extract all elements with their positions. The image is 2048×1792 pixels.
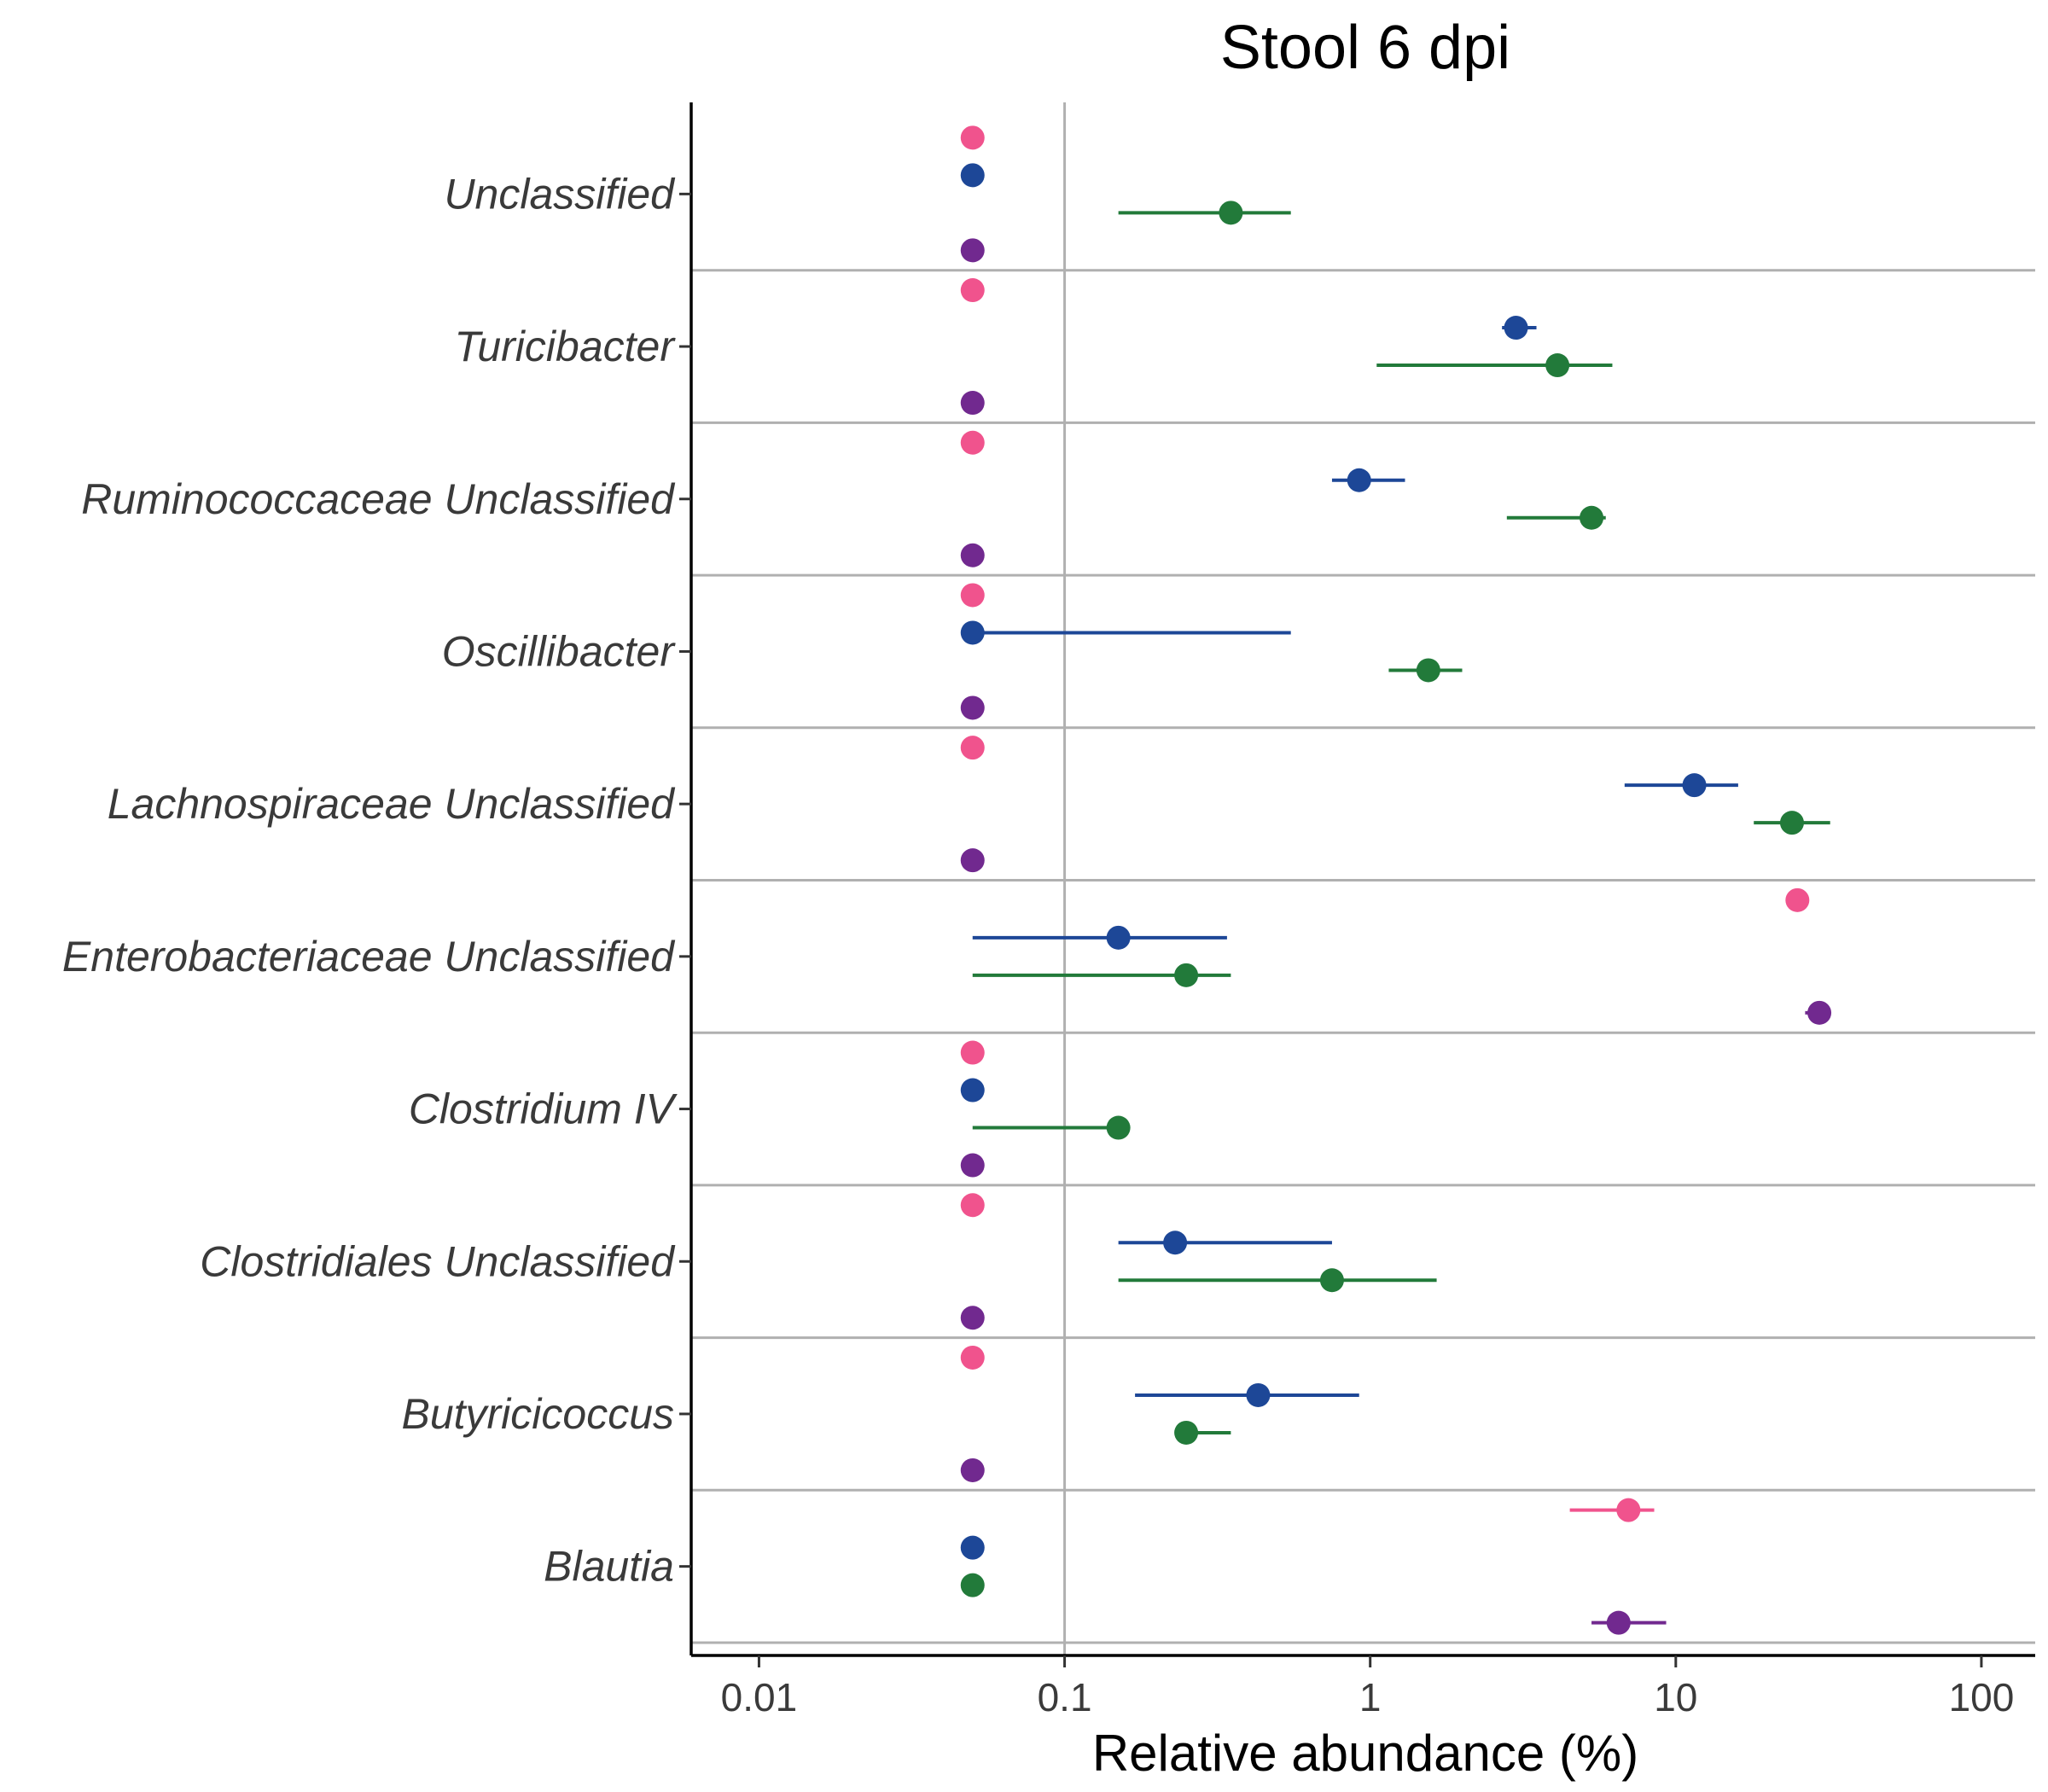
axes	[679, 102, 2035, 1667]
data-point	[1504, 316, 1528, 340]
y-tick-label: Enterobacteriaceae Unclassified	[62, 933, 676, 980]
data-point	[960, 1573, 985, 1597]
data-point	[1246, 1382, 1271, 1407]
data-point	[1606, 1610, 1631, 1635]
y-tick-label: Clostridium IV	[409, 1085, 678, 1133]
x-tick-label: 0.1	[1038, 1675, 1092, 1719]
y-tick-label: Ruminococcaceae Unclassified	[81, 475, 676, 523]
x-tick-labels: 0.01 0.1 1 10 100	[721, 1675, 2015, 1719]
data-point	[960, 1457, 985, 1482]
data-point	[960, 1193, 985, 1218]
data-point	[960, 583, 985, 608]
data-point	[960, 695, 985, 720]
data-point	[960, 1153, 985, 1178]
x-tick-label: 1	[1359, 1675, 1382, 1719]
data-point	[960, 543, 985, 567]
data-point	[960, 238, 985, 263]
y-tick-label: Lachnospiraceae Unclassified	[108, 780, 676, 828]
data-points	[960, 125, 1832, 1635]
data-point	[1219, 201, 1243, 225]
data-point	[1319, 1268, 1344, 1293]
data-point	[1106, 1115, 1131, 1140]
data-point	[1174, 963, 1199, 987]
data-point	[1163, 1231, 1188, 1255]
data-point	[1682, 773, 1707, 798]
data-point	[1785, 887, 1810, 912]
data-point	[960, 391, 985, 416]
data-point	[1807, 1000, 1832, 1025]
y-tick-labels: Unclassified Turicibacter Ruminococcaceae …	[62, 170, 678, 1590]
data-point	[1779, 811, 1804, 835]
x-tick-label: 0.01	[721, 1675, 798, 1719]
data-point	[960, 848, 985, 873]
data-point	[960, 1345, 985, 1370]
data-point	[1580, 505, 1604, 530]
data-point	[1106, 925, 1131, 950]
y-tick-label: Oscillibacter	[442, 627, 677, 675]
data-point	[1174, 1420, 1199, 1445]
x-tick-label: 100	[1949, 1675, 2015, 1719]
data-point	[960, 736, 985, 760]
y-tick-label: Blautia	[544, 1543, 674, 1591]
y-tick-label: Unclassified	[444, 170, 676, 218]
data-point	[1416, 658, 1440, 683]
data-point	[1545, 353, 1570, 378]
data-point	[960, 430, 985, 455]
y-tick-label: Clostridiales Unclassified	[200, 1237, 676, 1285]
data-point	[1616, 1498, 1641, 1522]
data-point	[960, 1535, 985, 1560]
data-point	[960, 278, 985, 303]
data-point	[1347, 468, 1371, 492]
data-point	[960, 1040, 985, 1065]
data-point	[960, 1306, 985, 1330]
data-point	[960, 620, 985, 645]
data-point	[960, 163, 985, 188]
y-tick-label: Butyricicoccus	[401, 1390, 674, 1438]
y-tick-label: Turicibacter	[455, 323, 677, 370]
data-point	[960, 125, 985, 150]
category-separators	[691, 269, 2035, 1644]
x-axis-label: Relative abundance (%)	[1092, 1725, 1638, 1782]
error-bars	[972, 211, 1830, 1625]
x-tick-label: 10	[1654, 1675, 1697, 1719]
chart-title: Stool 6 dpi	[1220, 14, 1510, 82]
data-point	[960, 1078, 985, 1103]
